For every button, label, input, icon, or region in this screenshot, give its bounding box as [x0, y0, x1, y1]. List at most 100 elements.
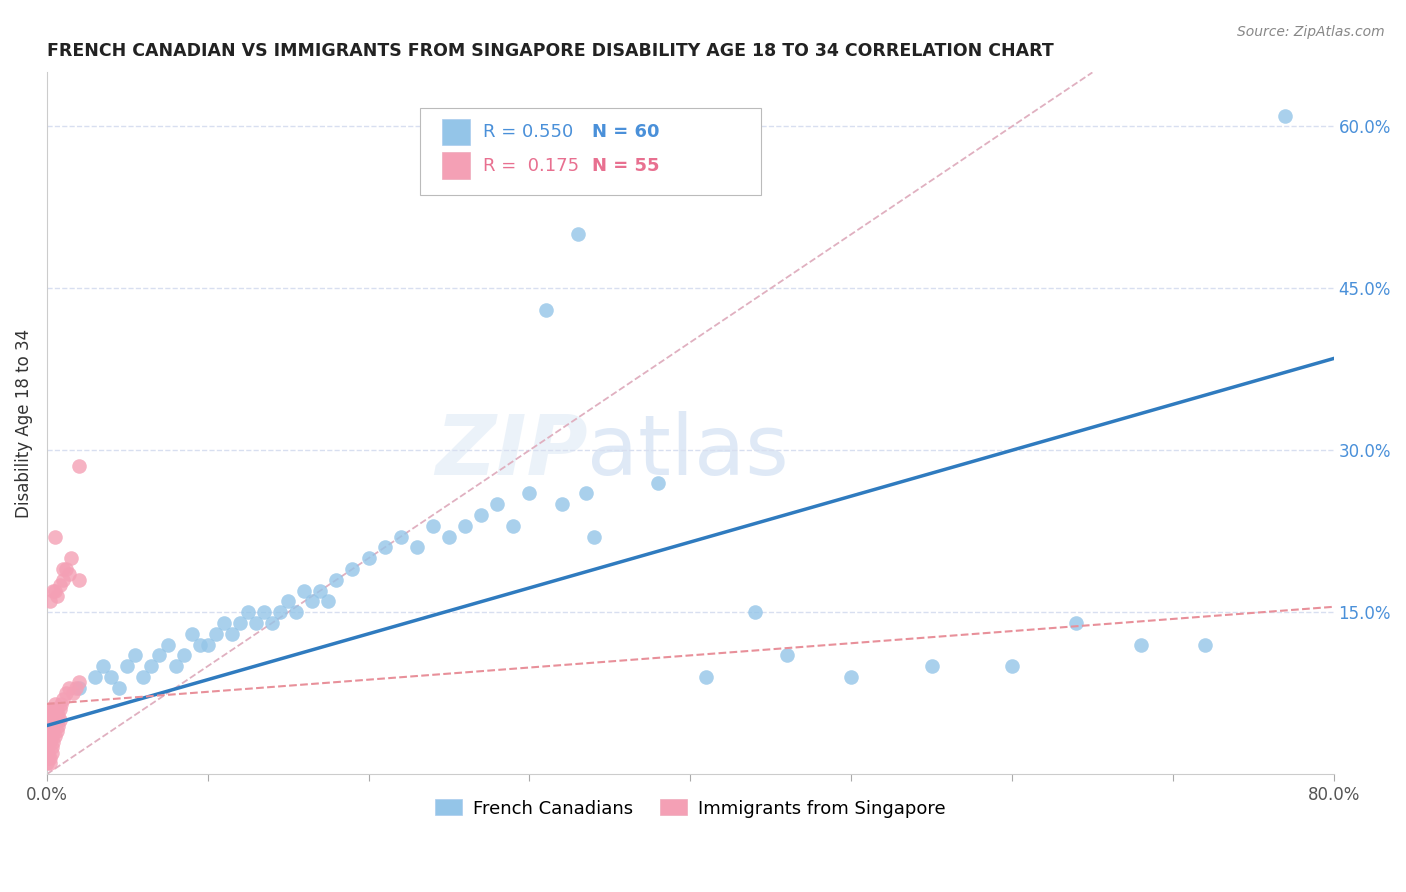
- Point: [62, 686, 84, 700]
- Point: [39, 713, 62, 727]
- Point: [65, 681, 87, 695]
- Point: [45, 723, 67, 738]
- Point: [52, 562, 75, 576]
- Point: [91, 659, 114, 673]
- Point: [921, 659, 943, 673]
- Point: [41, 707, 63, 722]
- Point: [35, 746, 58, 760]
- Text: R =  0.175: R = 0.175: [484, 157, 579, 175]
- Point: [41, 729, 63, 743]
- Point: [188, 638, 211, 652]
- Point: [389, 530, 412, 544]
- Point: [51, 697, 73, 711]
- Point: [67, 675, 90, 690]
- Point: [39, 702, 62, 716]
- Point: [285, 605, 308, 619]
- Point: [575, 486, 598, 500]
- Point: [1064, 615, 1087, 630]
- Text: N = 60: N = 60: [592, 123, 659, 141]
- Point: [67, 681, 90, 695]
- Point: [35, 756, 58, 771]
- FancyBboxPatch shape: [441, 153, 470, 179]
- Point: [1194, 638, 1216, 652]
- Point: [45, 702, 67, 716]
- Point: [100, 670, 122, 684]
- Point: [42, 735, 65, 749]
- Point: [37, 751, 59, 765]
- Point: [695, 670, 717, 684]
- Point: [60, 551, 83, 566]
- FancyBboxPatch shape: [420, 108, 761, 195]
- Point: [108, 681, 131, 695]
- Point: [197, 638, 219, 652]
- Text: FRENCH CANADIAN VS IMMIGRANTS FROM SINGAPORE DISABILITY AGE 18 TO 34 CORRELATION: FRENCH CANADIAN VS IMMIGRANTS FROM SINGA…: [46, 42, 1053, 60]
- Point: [132, 670, 155, 684]
- Point: [49, 578, 72, 592]
- Point: [1001, 659, 1024, 673]
- Point: [839, 670, 862, 684]
- Point: [534, 302, 557, 317]
- Point: [55, 562, 77, 576]
- Point: [37, 740, 59, 755]
- Point: [309, 583, 332, 598]
- Point: [519, 486, 541, 500]
- Point: [567, 227, 589, 242]
- Point: [41, 718, 63, 732]
- Point: [37, 729, 59, 743]
- Point: [301, 594, 323, 608]
- Point: [582, 530, 605, 544]
- Point: [165, 659, 187, 673]
- Point: [173, 648, 195, 663]
- Point: [58, 681, 80, 695]
- Point: [44, 729, 66, 743]
- Point: [67, 573, 90, 587]
- Point: [46, 707, 69, 722]
- Legend: French Canadians, Immigrants from Singapore: French Canadians, Immigrants from Singap…: [427, 792, 953, 825]
- Text: ZIP: ZIP: [434, 411, 588, 491]
- Point: [357, 551, 380, 566]
- Point: [37, 746, 59, 760]
- Point: [41, 740, 63, 755]
- Point: [342, 562, 364, 576]
- Point: [744, 605, 766, 619]
- Point: [156, 638, 179, 652]
- Point: [253, 605, 276, 619]
- Point: [37, 718, 59, 732]
- Point: [44, 583, 66, 598]
- Point: [262, 615, 284, 630]
- Point: [236, 605, 259, 619]
- Point: [647, 475, 669, 490]
- Point: [42, 702, 65, 716]
- Point: [35, 713, 58, 727]
- Y-axis label: Disability Age 18 to 34: Disability Age 18 to 34: [15, 329, 32, 518]
- Text: N = 55: N = 55: [592, 157, 659, 175]
- Point: [502, 518, 524, 533]
- Point: [1129, 638, 1152, 652]
- Point: [454, 518, 477, 533]
- Point: [39, 723, 62, 738]
- Text: R = 0.550: R = 0.550: [484, 123, 574, 141]
- Point: [46, 718, 69, 732]
- Point: [325, 573, 347, 587]
- Point: [141, 659, 163, 673]
- Text: Source: ZipAtlas.com: Source: ZipAtlas.com: [1237, 25, 1385, 39]
- Point: [148, 648, 170, 663]
- Point: [44, 707, 66, 722]
- Point: [84, 670, 107, 684]
- Point: [44, 530, 66, 544]
- Point: [245, 615, 267, 630]
- Point: [776, 648, 799, 663]
- FancyBboxPatch shape: [441, 119, 470, 145]
- Point: [49, 702, 72, 716]
- Point: [37, 707, 59, 722]
- Point: [42, 723, 65, 738]
- Point: [52, 691, 75, 706]
- Point: [39, 735, 62, 749]
- Point: [470, 508, 492, 522]
- Point: [180, 627, 202, 641]
- Point: [45, 713, 67, 727]
- Point: [221, 627, 243, 641]
- Point: [55, 686, 77, 700]
- Point: [212, 615, 235, 630]
- Point: [204, 627, 226, 641]
